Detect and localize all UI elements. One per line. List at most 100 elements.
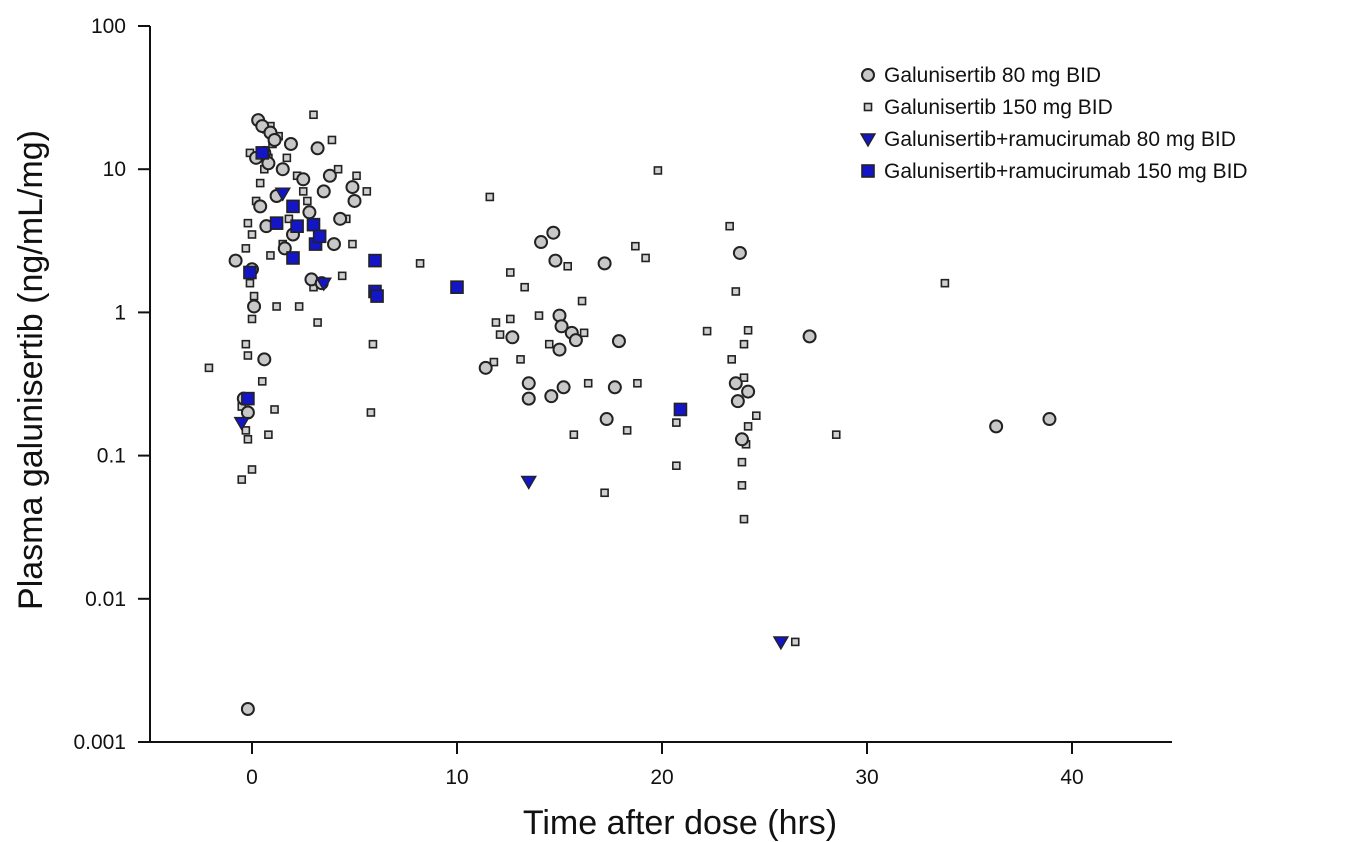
data-point [633,378,642,388]
legend-label: Galunisertib 150 mg BID [884,96,1113,119]
data-point [489,357,499,367]
data-point [702,326,712,336]
data-point [495,330,505,339]
data-point [255,146,270,160]
data-point [243,434,253,444]
data-point [241,391,255,406]
data-point [366,408,376,417]
data-point [737,457,747,467]
data-point [286,251,300,265]
data-point [599,412,614,427]
data-point [255,178,265,188]
data-point [739,339,749,349]
data-point [247,299,262,314]
data-point [243,351,253,360]
data-point [333,164,343,174]
data-point [269,216,284,230]
data-point [505,268,515,277]
data-point [296,172,311,187]
data-point [240,405,255,420]
data-point [583,378,593,388]
data-point [249,291,259,301]
data-point [264,430,273,439]
data-point [563,261,573,271]
data-point [940,278,950,288]
data-point [290,219,304,233]
data-point [348,239,357,249]
data-point [672,461,681,471]
y-tick-label: 1 [114,301,126,324]
data-point [731,287,741,296]
data-point [303,196,312,206]
data-point [315,277,332,292]
data-point [247,465,257,474]
data-point [728,376,743,391]
data-point [534,311,544,320]
data-point [739,373,749,382]
data-point [294,302,304,311]
data-point [310,141,325,156]
data-point [568,333,583,348]
data-point [241,339,251,349]
data-point [520,475,537,490]
data-point [237,475,247,484]
data-point [544,389,559,404]
data-point [274,187,291,202]
data-point [257,377,267,386]
data-point [370,289,384,303]
data-point [577,296,587,306]
data-point [579,328,589,338]
legend-marker [859,133,877,148]
data-point [362,187,372,196]
x-tick-label: 30 [855,766,878,789]
data-point [241,426,251,435]
data-point [327,135,337,145]
data-point [548,253,563,268]
data-point [607,380,622,395]
data-point [611,334,626,349]
data-point [672,418,681,427]
legend-marker [861,68,875,82]
series-3 [241,146,688,417]
data-point [247,230,257,239]
data-point [546,225,561,240]
data-point [286,199,300,214]
data-point [673,402,688,417]
data-point [516,355,525,364]
data-point [267,132,282,147]
data-point [520,282,529,292]
data-point [313,318,322,327]
data-point [802,329,817,344]
data-point [275,162,290,177]
data-point [727,355,737,364]
x-tick-label: 20 [650,766,673,789]
data-point [204,363,214,373]
legend-label: Galunisertib+ramucirumab 80 mg BID [884,128,1236,151]
data-point [352,171,361,181]
series-2 [233,187,790,651]
data-point [505,330,520,345]
data-point [228,253,243,268]
data-point [485,192,495,202]
data-point [257,352,272,367]
legend-label: Galunisertib+ramucirumab 150 mg BID [884,160,1248,183]
data-point [790,637,800,647]
data-point [521,376,536,391]
data-point [1042,412,1057,427]
y-tick-label: 0.01 [85,588,126,611]
data-point [725,221,734,231]
data-point [322,168,337,183]
data-point [241,244,251,253]
data-point [732,245,747,260]
data-point [309,110,318,120]
data-point [653,166,663,175]
data-point [240,701,255,716]
data-point [306,217,321,232]
data-point [312,229,327,244]
data-point [569,430,579,439]
data-point [552,342,567,357]
data-point [556,380,571,395]
data-point [741,384,756,399]
y-tick-label: 100 [91,15,126,38]
